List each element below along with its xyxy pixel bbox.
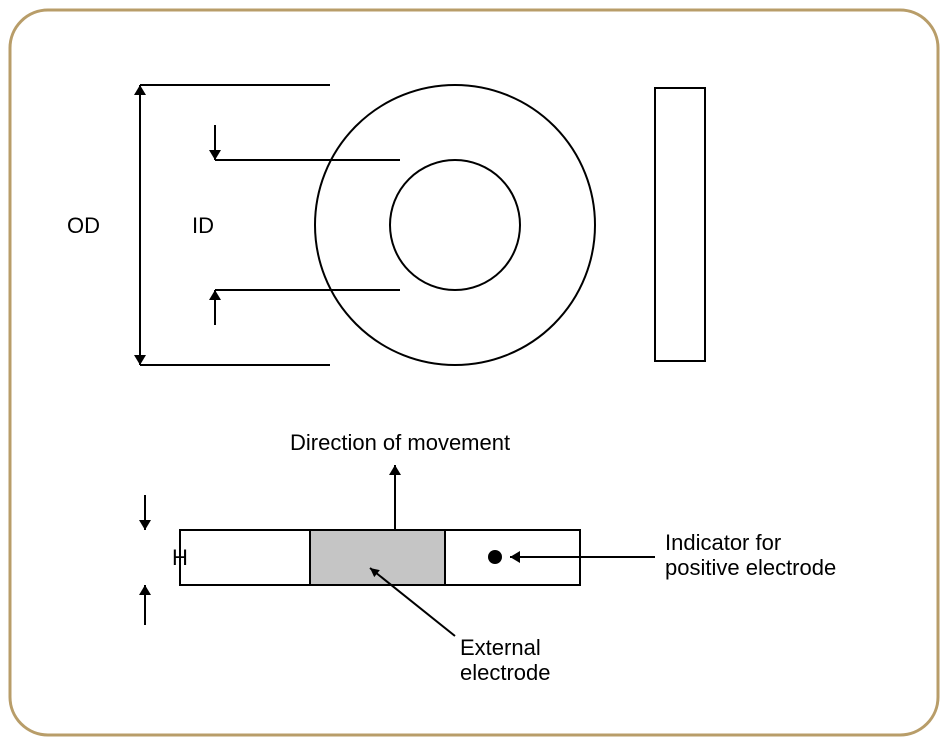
external-electrode-label-2: electrode — [460, 660, 551, 685]
id-label: ID — [192, 213, 214, 238]
indicator-label-1: Indicator for — [665, 530, 781, 555]
movement-label: Direction of movement — [290, 430, 510, 455]
external-electrode-label-1: External — [460, 635, 541, 660]
ring-outer-circle — [315, 85, 595, 365]
ring-inner-circle — [390, 160, 520, 290]
od-label: OD — [67, 213, 100, 238]
indicator-label-2: positive electrode — [665, 555, 836, 580]
positive-electrode-dot — [488, 550, 502, 564]
ring-side-view — [655, 88, 705, 361]
h-label: H — [172, 545, 188, 570]
external-electrode-region — [310, 530, 445, 585]
frame-border — [10, 10, 938, 735]
